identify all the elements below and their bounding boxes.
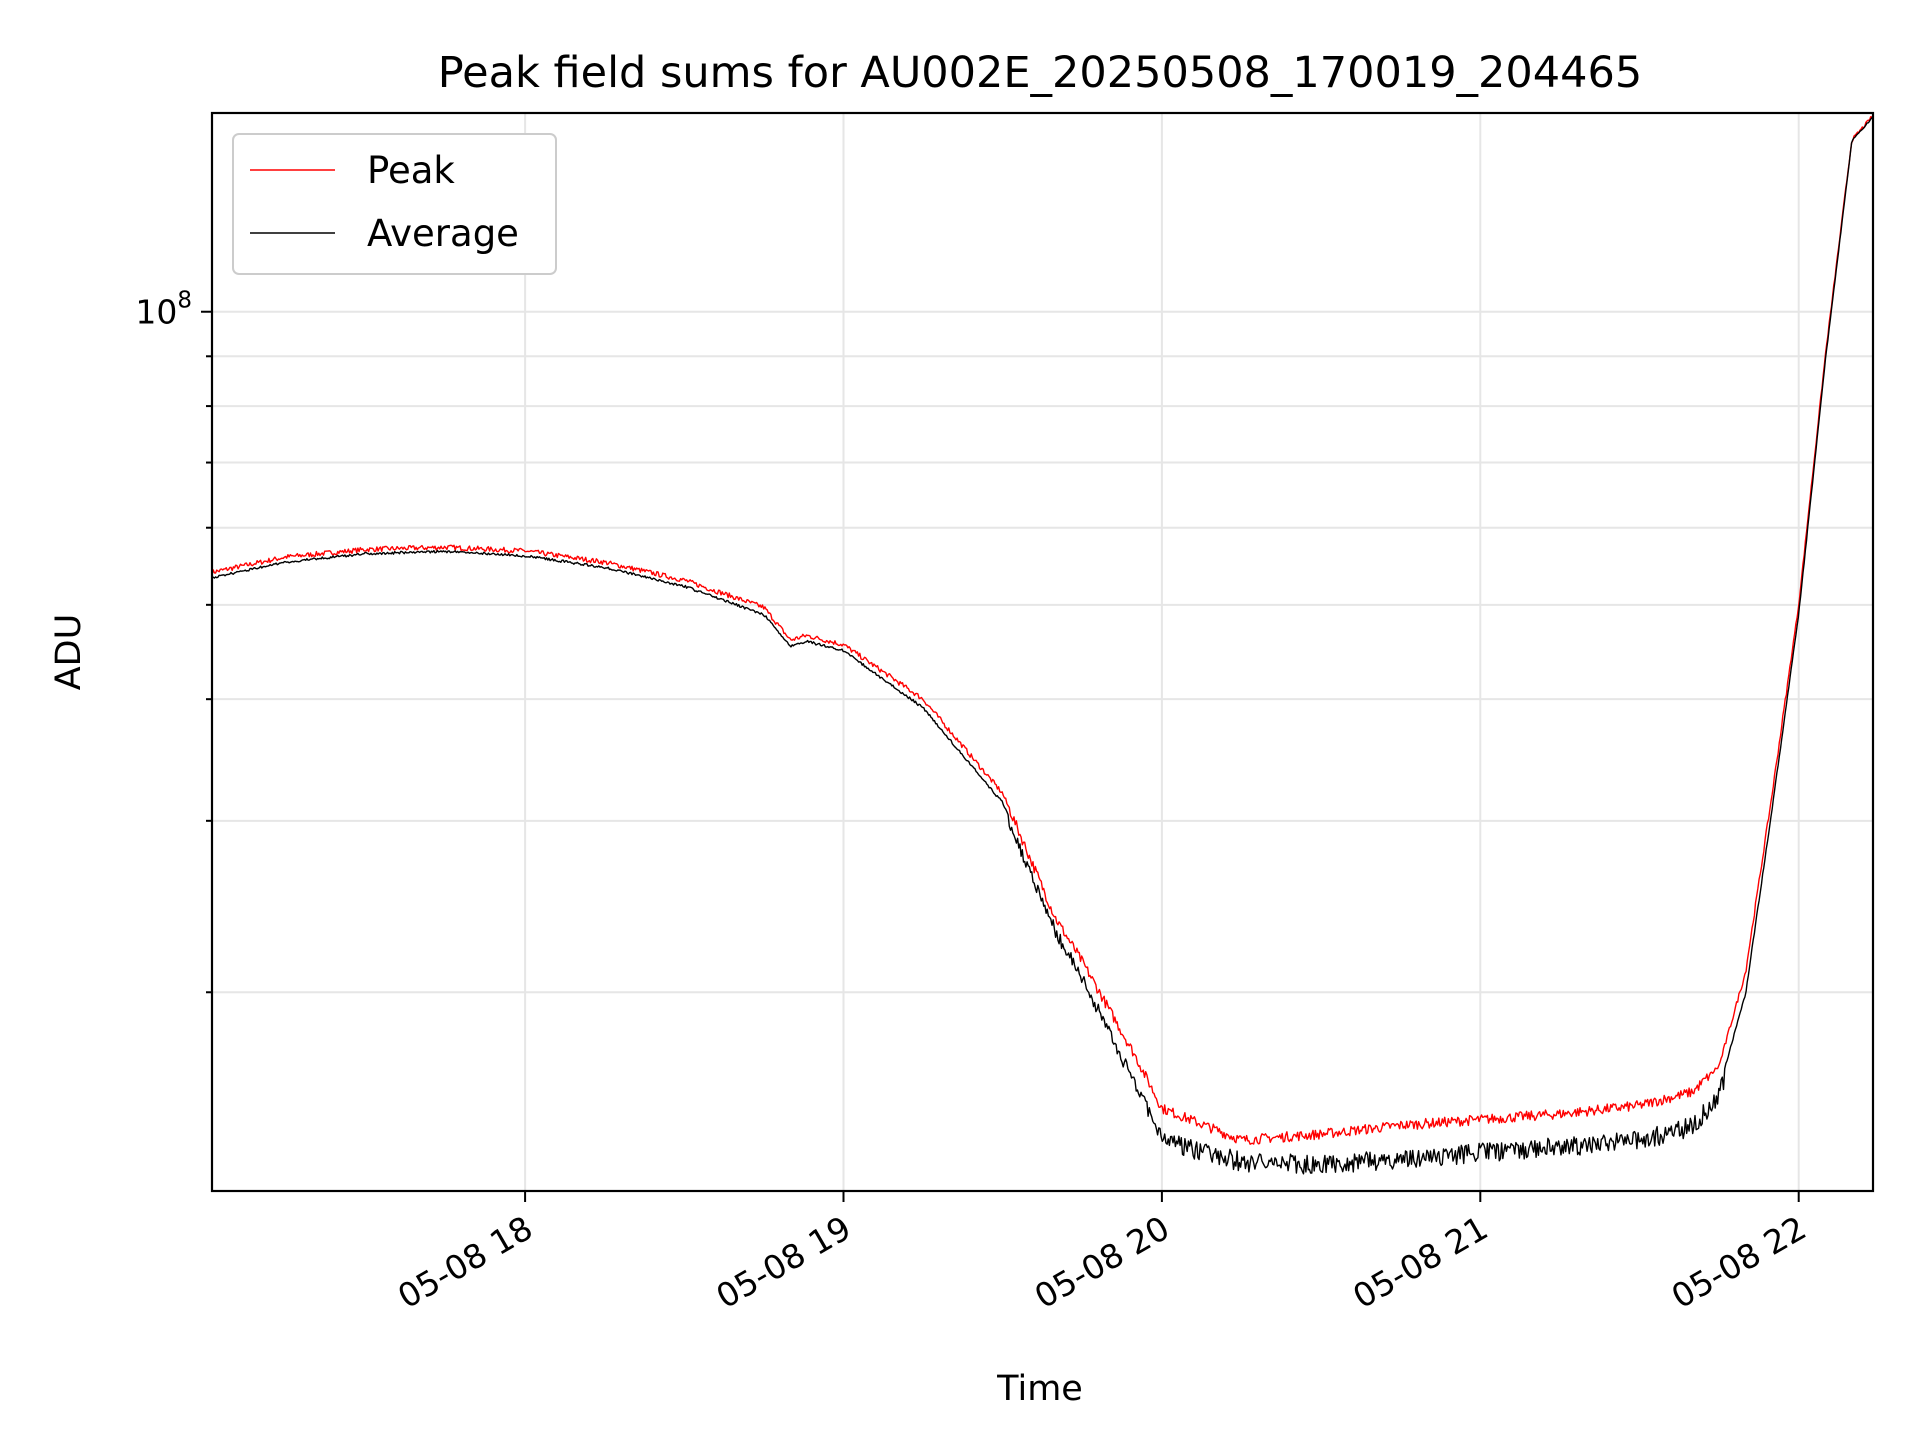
y-tick-label: 108 <box>135 288 192 332</box>
series-line-peak <box>211 115 1874 1145</box>
plot-frame <box>210 111 1875 1193</box>
series-layer <box>211 115 1874 1175</box>
y-tick-label-exponent: 8 <box>177 288 192 314</box>
legend-label-peak: Peak <box>367 149 455 192</box>
y-axis-label: ADU <box>49 614 89 691</box>
series-line-average <box>211 115 1874 1175</box>
legend-box <box>232 133 557 275</box>
y-tick-label-base: 10 <box>135 293 177 332</box>
legend: Peak Average <box>232 133 557 275</box>
chart-title: Peak field sums for AU002E_20250508_1700… <box>438 48 1642 98</box>
legend-label-average: Average <box>367 212 519 255</box>
x-axis-label: Time <box>996 1369 1083 1409</box>
